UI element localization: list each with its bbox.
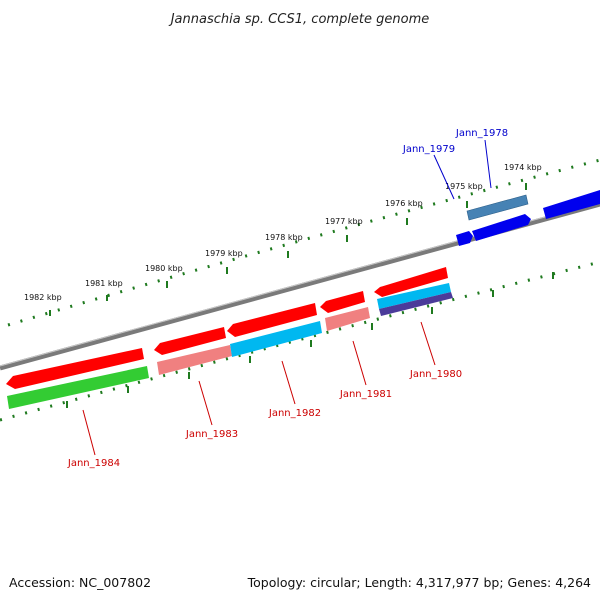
gene-label-jann-1981[interactable]: Jann_1981	[339, 389, 392, 400]
outer-major-ticks	[49, 183, 527, 316]
gene-red[interactable]	[227, 303, 317, 337]
scale-label: 1979 kbp	[205, 249, 243, 258]
reverse-genes	[6, 267, 453, 409]
gene-jann-1978[interactable]	[466, 194, 529, 221]
gene-red[interactable]	[320, 291, 365, 313]
topology-text: Topology: circular; Length: 4,317,977 bp…	[247, 575, 591, 590]
gene-jann-1982[interactable]	[230, 321, 322, 357]
inner-tick-ring	[0, 260, 600, 422]
gene-jann-1981[interactable]	[325, 307, 370, 331]
gene-jann-1980[interactable]	[377, 283, 451, 309]
scale-label: 1978 kbp	[265, 233, 303, 242]
forward-genes	[456, 190, 600, 246]
scale-label: 1981 kbp	[85, 279, 123, 288]
scale-label: 1982 kbp	[24, 293, 62, 302]
inner-major-ticks	[66, 272, 554, 408]
gene-label-jann-1984[interactable]: Jann_1984	[67, 458, 120, 469]
gene-jann-1984[interactable]	[7, 366, 149, 409]
scale-label: 1974 kbp	[504, 163, 542, 172]
map-title: Jannaschia sp. CCS1, complete genome	[168, 12, 430, 27]
gene-red[interactable]	[374, 267, 448, 297]
gene-label-jann-1983[interactable]: Jann_1983	[185, 429, 238, 440]
gene-jann-1983[interactable]	[157, 345, 232, 375]
gene-label-jann-1978[interactable]: Jann_1978	[455, 128, 508, 139]
gene-purple[interactable]	[379, 292, 453, 316]
gene-jann-1979[interactable]	[456, 231, 473, 246]
accession-text: Accession: NC_007802	[9, 575, 151, 590]
outer-tick-ring	[7, 158, 600, 327]
gene-label-jann-1980[interactable]: Jann_1980	[409, 369, 462, 380]
leader-lines	[82, 139, 492, 456]
gene-label-jann-1982[interactable]: Jann_1982	[268, 408, 321, 419]
scale-label: 1977 kbp	[325, 217, 363, 226]
gene-forward-blue[interactable]	[472, 214, 531, 241]
gene-red[interactable]	[6, 348, 144, 389]
gene-forward-blue-2[interactable]	[543, 190, 600, 219]
scale-label: 1975 kbp	[445, 182, 483, 191]
scale-label: 1980 kbp	[145, 264, 183, 273]
gene-label-jann-1979[interactable]: Jann_1979	[402, 144, 455, 155]
scale-label: 1976 kbp	[385, 199, 423, 208]
gene-red[interactable]	[154, 327, 226, 355]
